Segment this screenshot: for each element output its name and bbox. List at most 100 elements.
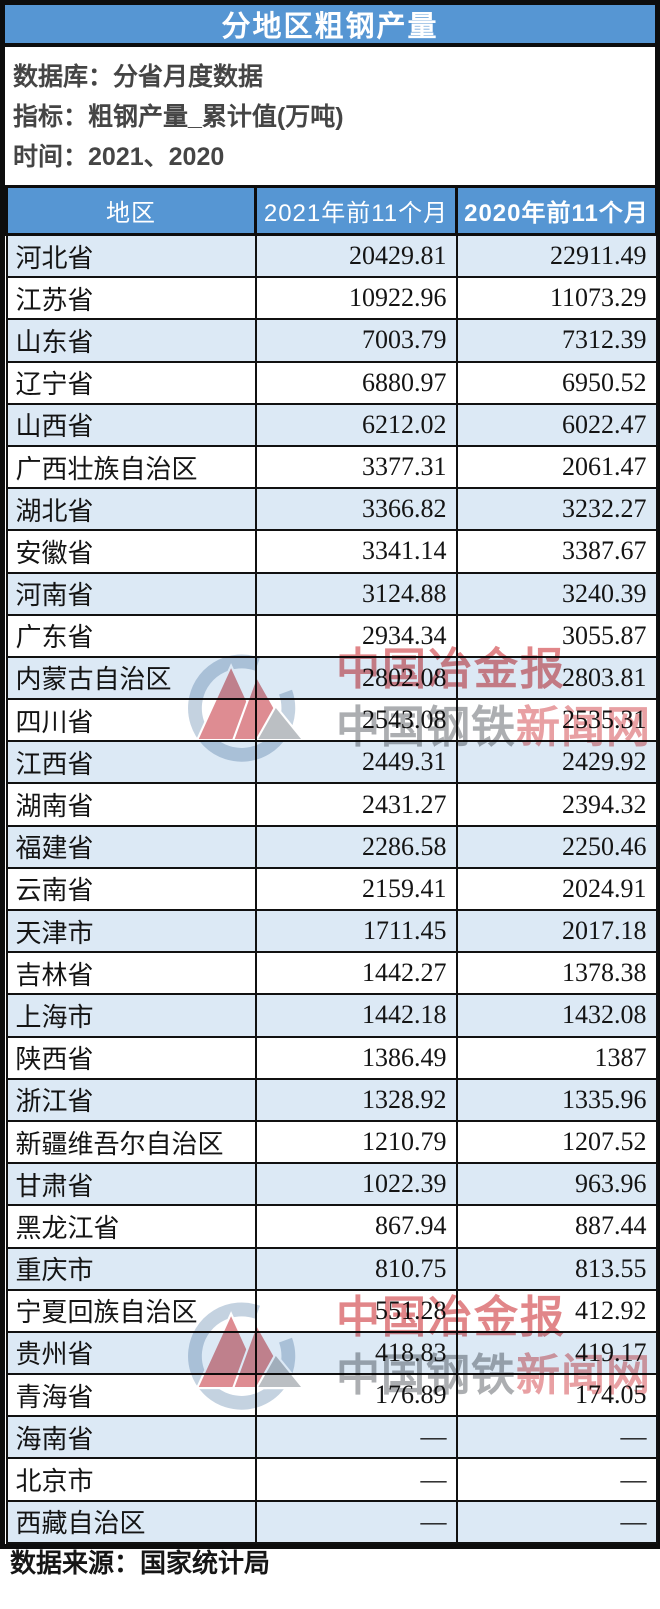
value-cell: 2934.34 <box>254 613 458 658</box>
value-cell: 174.05 <box>455 1373 658 1418</box>
value-cell: 2017.18 <box>455 908 658 954</box>
meta-indicator: 指标：粗钢产量_累计值(万吨) <box>13 103 647 131</box>
value-cell: 1711.45 <box>254 908 458 954</box>
region-cell: 上海市 <box>5 993 257 1038</box>
value-cell: 3124.88 <box>254 571 458 616</box>
region-cell: 湖北省 <box>5 487 257 532</box>
value-cell: 2535.31 <box>455 698 658 743</box>
value-cell: 810.75 <box>254 1246 458 1291</box>
table-row: 贵州省 418.83 419.17 <box>5 1330 658 1376</box>
table-row: 吉林省 1442.27 1378.38 <box>5 951 658 996</box>
value-cell: — <box>254 1457 458 1502</box>
value-cell: 2543.08 <box>254 698 458 743</box>
value-cell: 1210.79 <box>254 1119 458 1165</box>
value-cell: 2159.41 <box>254 866 458 912</box>
table-row: 湖南省 2431.27 2394.32 <box>5 782 658 827</box>
region-cell: 山西省 <box>5 402 257 447</box>
header-region: 地区 <box>5 185 257 236</box>
region-cell: 广东省 <box>5 613 257 658</box>
value-cell: 1387 <box>455 1035 658 1080</box>
region-cell: 甘肃省 <box>5 1162 257 1207</box>
value-cell: 3377.31 <box>254 444 458 490</box>
region-cell: 北京市 <box>5 1457 257 1502</box>
value-cell: 3240.39 <box>455 571 658 616</box>
value-cell: 11073.29 <box>455 276 658 321</box>
value-cell: — <box>254 1415 458 1460</box>
table-row: 陕西省 1386.49 1387 <box>5 1035 658 1080</box>
value-cell: 6212.02 <box>254 402 458 447</box>
table-row: 新疆维吾尔自治区 1210.79 1207.52 <box>5 1119 658 1165</box>
meta-indicator-label: 指标： <box>13 103 89 131</box>
value-cell: — <box>254 1499 458 1544</box>
value-cell: 2286.58 <box>254 824 458 869</box>
value-cell: 2429.92 <box>455 740 658 785</box>
region-cell: 安徽省 <box>5 529 257 574</box>
table-row: 浙江省 1328.92 1335.96 <box>5 1077 658 1122</box>
table-body: 河北省 20429.81 22911.49 江苏省 10922.96 11073.29 山东… <box>5 233 658 1544</box>
table-row: 宁夏回族自治区 551.28 412.92 <box>5 1288 658 1333</box>
region-cell: 西藏自治区 <box>5 1499 257 1544</box>
value-cell: 1335.96 <box>455 1077 658 1122</box>
region-cell: 青海省 <box>5 1373 257 1418</box>
header-row: 地区 2021年前11个月 2020年前11个月 <box>5 185 658 236</box>
page-title: 分地区粗钢产量 <box>221 11 439 43</box>
meta-database-label: 数据库： <box>13 63 114 91</box>
value-cell: 2803.81 <box>455 655 658 701</box>
table-row: 天津市 1711.45 2017.18 <box>5 908 658 954</box>
value-cell: 1207.52 <box>455 1119 658 1165</box>
table-row: 西藏自治区 — — <box>5 1499 658 1544</box>
value-cell: 2394.32 <box>455 782 658 827</box>
value-cell: 2802.08 <box>254 655 458 701</box>
region-cell: 江西省 <box>5 740 257 785</box>
table-row: 广东省 2934.34 3055.87 <box>5 613 658 658</box>
value-cell: 3341.14 <box>254 529 458 574</box>
value-cell: 551.28 <box>254 1288 458 1333</box>
value-cell: 2449.31 <box>254 740 458 785</box>
table-row: 广西壮族自治区 3377.31 2061.47 <box>5 444 658 490</box>
region-cell: 四川省 <box>5 698 257 743</box>
region-cell: 河北省 <box>5 233 257 279</box>
table-row: 辽宁省 6880.97 6950.52 <box>5 360 658 405</box>
table-frame: 分地区粗钢产量 数据库：分省月度数据 指标：粗钢产量_累计值(万吨) 时间：20… <box>0 0 660 1549</box>
region-cell: 重庆市 <box>5 1246 257 1291</box>
value-cell: 1378.38 <box>455 951 658 996</box>
value-cell: 418.83 <box>254 1330 458 1376</box>
data-source-note: 数据来源：国家统计局 <box>10 1548 271 1578</box>
value-cell: 813.55 <box>455 1246 658 1291</box>
region-cell: 河南省 <box>5 571 257 616</box>
value-cell: 3387.67 <box>455 529 658 574</box>
meta-section: 数据库：分省月度数据 指标：粗钢产量_累计值(万吨) 时间：2021、2020 <box>5 47 655 185</box>
value-cell: 2061.47 <box>455 444 658 490</box>
value-cell: 1022.39 <box>254 1162 458 1207</box>
value-cell: 7312.39 <box>455 318 658 363</box>
table-row: 江西省 2449.31 2429.92 <box>5 740 658 785</box>
region-cell: 内蒙古自治区 <box>5 655 257 701</box>
value-cell: 1442.18 <box>254 993 458 1038</box>
region-cell: 天津市 <box>5 908 257 954</box>
region-cell: 广西壮族自治区 <box>5 444 257 490</box>
value-cell: 1328.92 <box>254 1077 458 1122</box>
table-row: 福建省 2286.58 2250.46 <box>5 824 658 869</box>
value-cell: 6022.47 <box>455 402 658 447</box>
meta-database-value: 分省月度数据 <box>113 63 264 91</box>
value-cell: — <box>455 1499 658 1544</box>
meta-time-label: 时间： <box>13 143 89 171</box>
region-cell: 贵州省 <box>5 1330 257 1376</box>
header-2020: 2020年前11个月 <box>455 185 658 236</box>
region-cell: 浙江省 <box>5 1077 257 1122</box>
region-cell: 辽宁省 <box>5 360 257 405</box>
region-cell: 黑龙江省 <box>5 1204 257 1249</box>
region-cell: 新疆维吾尔自治区 <box>5 1119 257 1165</box>
table-row: 江苏省 10922.96 11073.29 <box>5 276 658 321</box>
meta-indicator-value: 粗钢产量_累计值(万吨) <box>88 103 344 131</box>
value-cell: 887.44 <box>455 1204 658 1249</box>
value-cell: 2024.91 <box>455 866 658 912</box>
table-row: 上海市 1442.18 1432.08 <box>5 993 658 1038</box>
value-cell: — <box>455 1457 658 1502</box>
table-row: 山东省 7003.79 7312.39 <box>5 318 658 363</box>
table-row: 黑龙江省 867.94 887.44 <box>5 1204 658 1249</box>
region-cell: 福建省 <box>5 824 257 869</box>
value-cell: 6880.97 <box>254 360 458 405</box>
value-cell: 10922.96 <box>254 276 458 321</box>
